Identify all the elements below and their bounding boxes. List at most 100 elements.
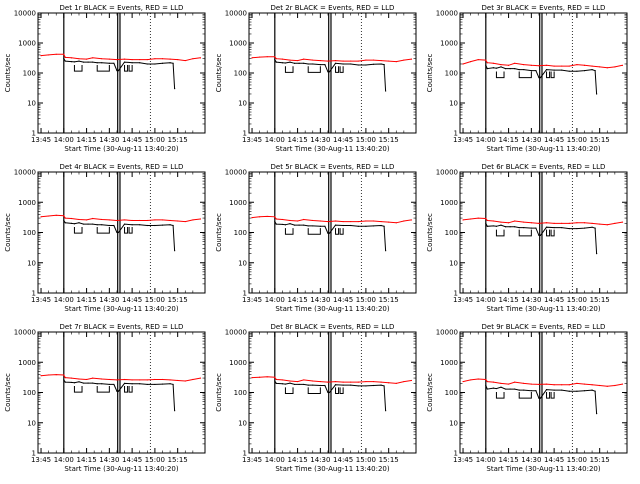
data-point-lld — [388, 60, 390, 62]
chart-title: Det 4r BLACK = Events, RED = LLD — [60, 163, 184, 171]
data-point-lld — [116, 379, 118, 381]
data-point-lld — [312, 59, 314, 61]
data-point-events — [583, 390, 586, 392]
data-point-events — [486, 225, 488, 227]
data-point-events — [298, 383, 300, 386]
x-tick-label: 14:15 — [498, 136, 518, 144]
y-axis-label: Counts/sec — [4, 54, 12, 93]
data-point-lld — [568, 384, 570, 386]
events-dropout-4 — [550, 391, 555, 399]
data-point-lld — [116, 219, 118, 222]
y-tick-label: 10 — [449, 259, 458, 267]
events-dropout-3 — [335, 66, 340, 73]
y-tick-label: 1000 — [229, 359, 247, 367]
data-point-events — [365, 225, 367, 227]
chart-panel-1: Det 1r BLACK = Events, RED = LLD 1 10 100 10… — [4, 4, 206, 153]
data-point-lld — [470, 379, 472, 381]
data-point-lld — [621, 383, 624, 385]
data-point-events — [275, 61, 277, 63]
data-point-events — [82, 223, 85, 225]
data-point-lld — [350, 381, 352, 383]
x-tick-label: 13:45 — [453, 136, 473, 144]
data-point-lld — [599, 384, 601, 387]
y-tick-label: 10 — [27, 419, 36, 427]
plot-frame — [37, 12, 206, 134]
events-dropout-4 — [550, 229, 555, 237]
data-point-lld — [275, 378, 277, 381]
y-tick-label: 100 — [445, 70, 458, 78]
y-tick-label: 10000 — [225, 169, 247, 177]
chart-title: Det 3r BLACK = Events, RED = LLD — [482, 4, 606, 12]
data-point-events — [303, 62, 305, 64]
data-point-lld — [523, 382, 525, 384]
events-dropout-2 — [307, 66, 321, 73]
plot-frame — [37, 171, 206, 294]
data-point-events — [561, 389, 563, 391]
y-tick-label: 100 — [23, 70, 36, 78]
data-point-lld — [514, 220, 516, 222]
data-point-events — [172, 383, 174, 386]
data-point-events — [357, 64, 359, 66]
data-point-lld — [486, 219, 488, 222]
data-point-events — [293, 62, 296, 64]
x-tick-label: 14:45 — [333, 456, 353, 464]
data-point-lld — [64, 377, 66, 379]
y-axis-label: Counts/sec — [4, 373, 12, 412]
x-tick-label: 15:00 — [567, 456, 587, 464]
y-axis-label: Counts/sec — [426, 373, 434, 412]
y-axis-label: Counts/sec — [426, 54, 434, 93]
data-point-events — [535, 390, 537, 392]
events-dropout-1 — [495, 391, 505, 399]
data-point-events — [328, 391, 331, 394]
data-point-events — [509, 226, 511, 228]
data-point-lld — [621, 221, 624, 223]
data-point-lld — [342, 220, 344, 223]
data-point-lld — [599, 223, 601, 225]
data-point-events — [365, 64, 367, 66]
x-tick-label: 14:45 — [544, 136, 564, 144]
data-point-lld — [154, 58, 156, 60]
series-line-events — [63, 58, 176, 89]
data-point-lld — [470, 218, 472, 220]
data-point-events — [87, 61, 89, 63]
data-point-lld — [146, 379, 148, 381]
data-point-lld — [319, 380, 321, 383]
data-point-events — [380, 63, 382, 65]
x-tick-label: 15:15 — [590, 136, 610, 144]
y-tick-label: 100 — [234, 389, 247, 397]
y-axis-label: Counts/sec — [4, 213, 12, 252]
data-point-lld — [274, 216, 276, 218]
data-point-events — [169, 224, 171, 226]
x-tick-label: 15:15 — [590, 296, 610, 304]
data-point-events — [108, 62, 110, 64]
data-point-lld — [492, 220, 494, 222]
plot-frame — [459, 331, 628, 454]
data-point-lld — [500, 382, 502, 384]
data-point-events — [485, 64, 487, 66]
data-point-lld — [327, 60, 329, 62]
data-point-lld — [561, 384, 563, 386]
data-point-events — [169, 383, 171, 385]
data-point-events — [514, 388, 516, 390]
data-point-events — [293, 383, 296, 386]
data-point-events — [108, 224, 110, 227]
x-tick-label: 15:00 — [145, 136, 165, 144]
data-point-events — [319, 225, 321, 227]
data-point-lld — [395, 382, 397, 384]
data-point-lld — [380, 220, 382, 223]
x-tick-label: 14:15 — [76, 456, 96, 464]
data-point-events — [169, 62, 171, 64]
x-tick-label: 14:30 — [99, 136, 119, 144]
plot-frame — [248, 12, 417, 134]
data-point-events — [63, 379, 65, 381]
data-point-events — [350, 384, 352, 386]
data-point-lld — [545, 64, 548, 66]
y-tick-label: 10000 — [225, 10, 247, 18]
data-point-events — [101, 224, 103, 226]
data-point-events — [161, 224, 164, 226]
events-dropout-2 — [96, 65, 110, 72]
series-line-lld — [462, 378, 623, 387]
y-tick-label: 1000 — [229, 199, 247, 207]
data-point-lld — [350, 60, 352, 62]
